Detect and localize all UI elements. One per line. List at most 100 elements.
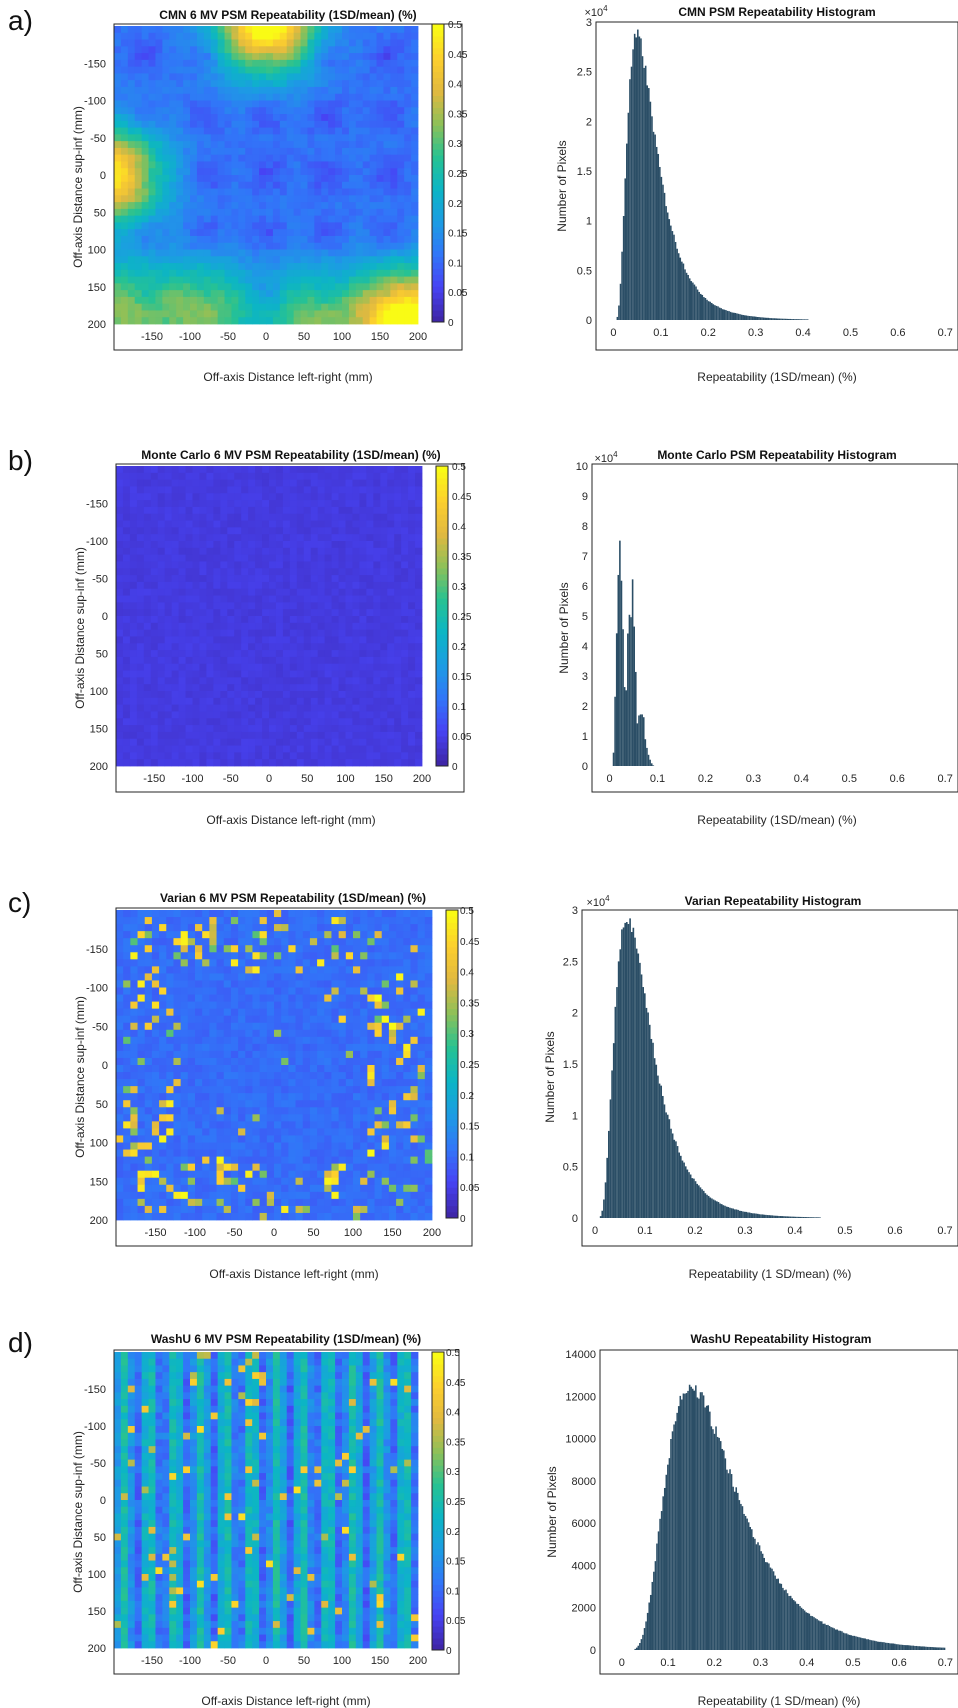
heatmap-cell <box>348 26 357 34</box>
heatmap-cell <box>387 466 395 474</box>
heatmap-cell <box>120 208 129 217</box>
heatmap-cell <box>403 938 411 946</box>
heatmap-cell <box>282 697 291 706</box>
heatmap-cell <box>255 506 263 515</box>
heatmap-cell <box>417 917 426 925</box>
heatmap-cell <box>234 472 242 481</box>
heatmap-cell <box>307 283 315 291</box>
heatmap-cell <box>195 945 203 953</box>
heatmap-cell <box>300 215 308 223</box>
y-tick-label: 0 <box>582 761 588 773</box>
heatmap-cell <box>143 725 152 733</box>
heatmap-cell <box>217 168 225 176</box>
heatmap-cell <box>266 229 274 237</box>
heatmap-cell <box>366 731 374 740</box>
heatmap-cell <box>162 296 170 305</box>
heatmap-cell <box>397 195 405 203</box>
heatmap-cell <box>164 636 173 644</box>
heatmap-cell <box>127 46 136 54</box>
heatmap-cell <box>234 684 242 692</box>
heatmap-cell <box>238 208 246 217</box>
heatmap-cell <box>369 86 377 95</box>
heatmap-cell <box>397 46 405 54</box>
heatmap-cell <box>241 527 249 535</box>
heatmap-cell <box>129 738 138 746</box>
heatmap-cell <box>176 215 184 223</box>
heatmap-cell <box>269 643 277 651</box>
heatmap-cell <box>348 107 357 115</box>
heatmap-cell <box>176 263 184 271</box>
heatmap-cell <box>213 520 221 528</box>
heatmap-cell <box>202 994 210 1002</box>
heatmap-cell <box>213 697 221 706</box>
heatmap-cell <box>282 718 291 726</box>
heatmap-cell <box>380 527 388 535</box>
x-tick-label: 0 <box>266 773 272 785</box>
heatmap-cell <box>362 296 371 305</box>
histogram-bar <box>773 318 776 320</box>
heatmap-cell <box>127 39 136 47</box>
histogram-bar <box>630 66 633 320</box>
heatmap-cell <box>148 107 156 115</box>
heatmap-cell <box>293 127 301 135</box>
heatmap-cell <box>328 100 336 108</box>
heatmap-cell <box>137 959 146 967</box>
heatmap-cell <box>206 568 214 576</box>
heatmap-cell <box>157 718 166 726</box>
heatmap-cell <box>359 547 367 556</box>
heatmap-cell <box>171 568 179 576</box>
heatmap-cell <box>417 952 426 960</box>
heatmap-cell <box>114 296 122 305</box>
heatmap-cell <box>199 656 207 665</box>
heatmap-cell <box>248 609 256 617</box>
heatmap-cell <box>150 493 159 501</box>
heatmap-cell <box>245 120 253 128</box>
heatmap-cell <box>241 581 249 590</box>
histogram-bar <box>714 305 716 320</box>
heatmap-cell <box>296 745 305 753</box>
heatmap-cell <box>178 602 186 610</box>
heatmap-cell <box>355 269 364 277</box>
heatmap-cell <box>353 910 361 918</box>
heatmap-cell <box>129 691 138 699</box>
heatmap-cell <box>300 222 308 230</box>
heatmap-cell <box>169 256 177 264</box>
heatmap-cell <box>342 141 350 149</box>
heatmap-cell <box>217 120 225 128</box>
heatmap-cell <box>144 1022 153 1031</box>
heatmap-cell <box>213 759 221 767</box>
heatmap-cell <box>150 486 159 494</box>
heatmap-cell <box>234 643 242 651</box>
heatmap-cell <box>390 256 398 264</box>
heatmap-cell <box>210 202 219 210</box>
heatmap-cell <box>238 269 246 277</box>
heatmap-cell <box>394 581 402 590</box>
heatmap-cell <box>157 513 166 521</box>
heatmap-cell <box>129 622 138 631</box>
heatmap-cell <box>390 46 398 54</box>
heatmap-cell <box>187 917 196 925</box>
heatmap-cell <box>122 541 131 549</box>
heatmap-cell <box>199 718 207 726</box>
heatmap-cell <box>206 616 214 624</box>
heatmap-cell <box>136 493 145 501</box>
heatmap-cell <box>241 500 249 508</box>
colorbar-segment <box>432 310 444 317</box>
heatmap-cell <box>314 296 322 305</box>
heatmap-cell <box>275 738 284 746</box>
heatmap-cell <box>252 1015 261 1024</box>
colorbar-segment <box>436 664 448 671</box>
heatmap-cell <box>338 513 346 521</box>
heatmap-cell <box>183 32 191 40</box>
heatmap-cell <box>338 704 346 712</box>
heatmap-cell <box>321 283 329 291</box>
heatmap-cell <box>148 114 156 122</box>
heatmap-cell <box>130 973 138 981</box>
heatmap-cell <box>136 759 145 767</box>
heatmap-cell <box>272 249 281 257</box>
heatmap-cell <box>288 924 296 932</box>
heatmap-cell <box>373 575 381 583</box>
heatmap-cell <box>150 472 159 481</box>
heatmap-cell <box>206 581 214 590</box>
